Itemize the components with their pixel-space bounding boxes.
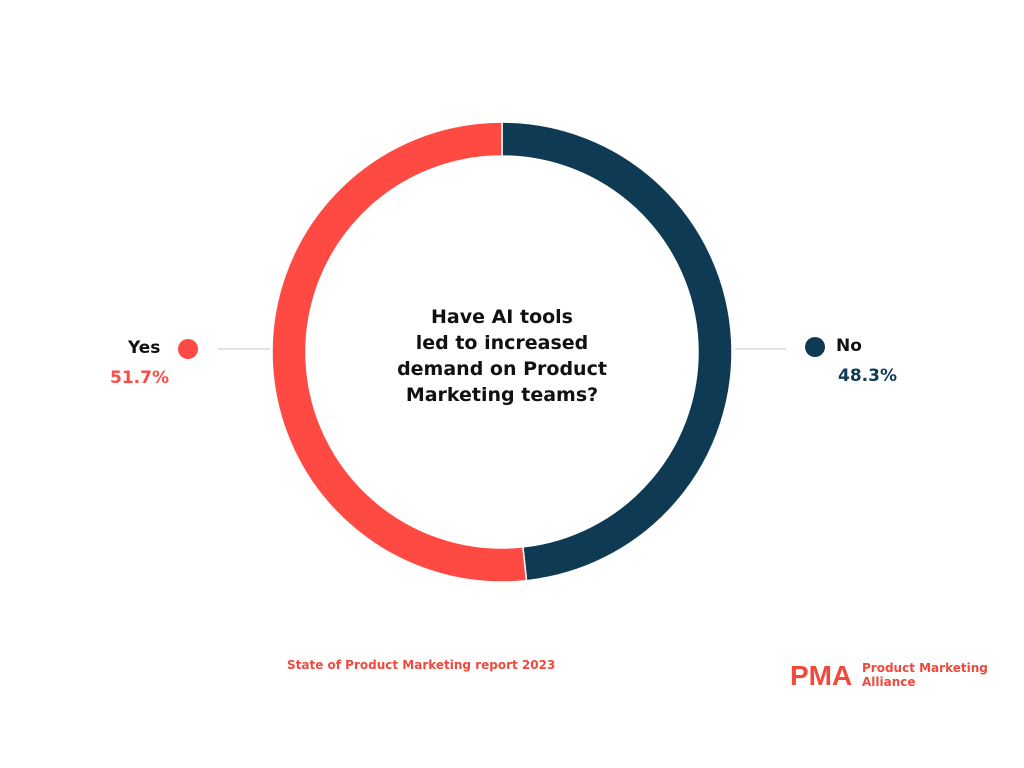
pma-logo: PMA: [790, 660, 852, 691]
yes-legend-dot: [178, 339, 198, 359]
yes-label: Yes: [128, 338, 161, 358]
pma-logo-mark: PMA: [790, 660, 852, 691]
chart-title-line-4: Marketing teams?: [405, 384, 599, 406]
no-label: No: [836, 336, 862, 356]
chart-title-line-3: demand on Product: [397, 358, 607, 380]
brand-name-line-2: Alliance: [862, 675, 916, 689]
no-slice: [501, 121, 733, 582]
brand: PMA Product Marketing Alliance: [790, 658, 988, 692]
yes-value-label: 51.7%: [110, 368, 169, 388]
brand-name-line-1: Product Marketing: [862, 661, 988, 675]
chart-title-line-2: led to increased: [415, 332, 589, 354]
chart-title-line-1: Have AI tools: [430, 306, 573, 328]
yes-slice: [271, 121, 528, 583]
chart-title: Have AI tools led to increased demand on…: [372, 304, 632, 408]
no-value-label: 48.3%: [838, 366, 897, 386]
no-legend-dot: [805, 337, 825, 357]
source-note: State of Product Marketing report 2023: [287, 658, 556, 672]
brand-name: Product Marketing Alliance: [862, 661, 988, 689]
